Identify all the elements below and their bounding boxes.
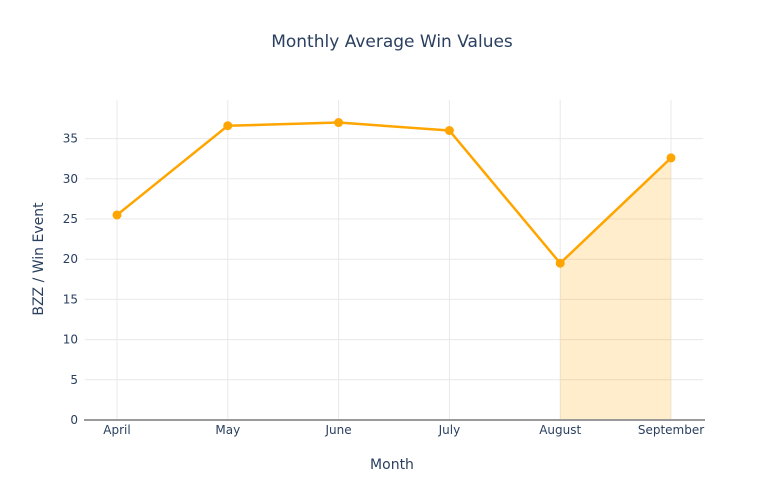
x-tick-label: August — [539, 423, 581, 437]
x-tick-label: April — [103, 423, 130, 437]
x-tick-label: September — [638, 423, 704, 437]
x-tick-label: July — [438, 423, 461, 437]
highlight-area — [560, 157, 671, 420]
y-tick-label: 5 — [70, 373, 78, 387]
x-tick-label: May — [215, 423, 240, 437]
chart-title: Monthly Average Win Values — [271, 32, 513, 52]
data-point[interactable] — [666, 153, 676, 163]
y-tick-label: 25 — [63, 212, 78, 226]
y-tick-label: 15 — [63, 292, 78, 306]
data-point[interactable] — [444, 126, 454, 136]
y-tick-label: 35 — [63, 132, 78, 146]
data-point[interactable] — [112, 210, 122, 220]
x-tick-label: June — [325, 423, 352, 437]
y-tick-label: 20 — [63, 252, 78, 266]
y-tick-label: 30 — [63, 172, 78, 186]
data-point[interactable] — [555, 258, 565, 268]
x-axis-title: Month — [370, 457, 414, 473]
data-point[interactable] — [334, 118, 344, 128]
y-tick-label: 0 — [70, 413, 78, 427]
y-tick-label: 10 — [63, 333, 78, 347]
data-line — [116, 121, 672, 265]
data-point[interactable] — [223, 121, 233, 131]
